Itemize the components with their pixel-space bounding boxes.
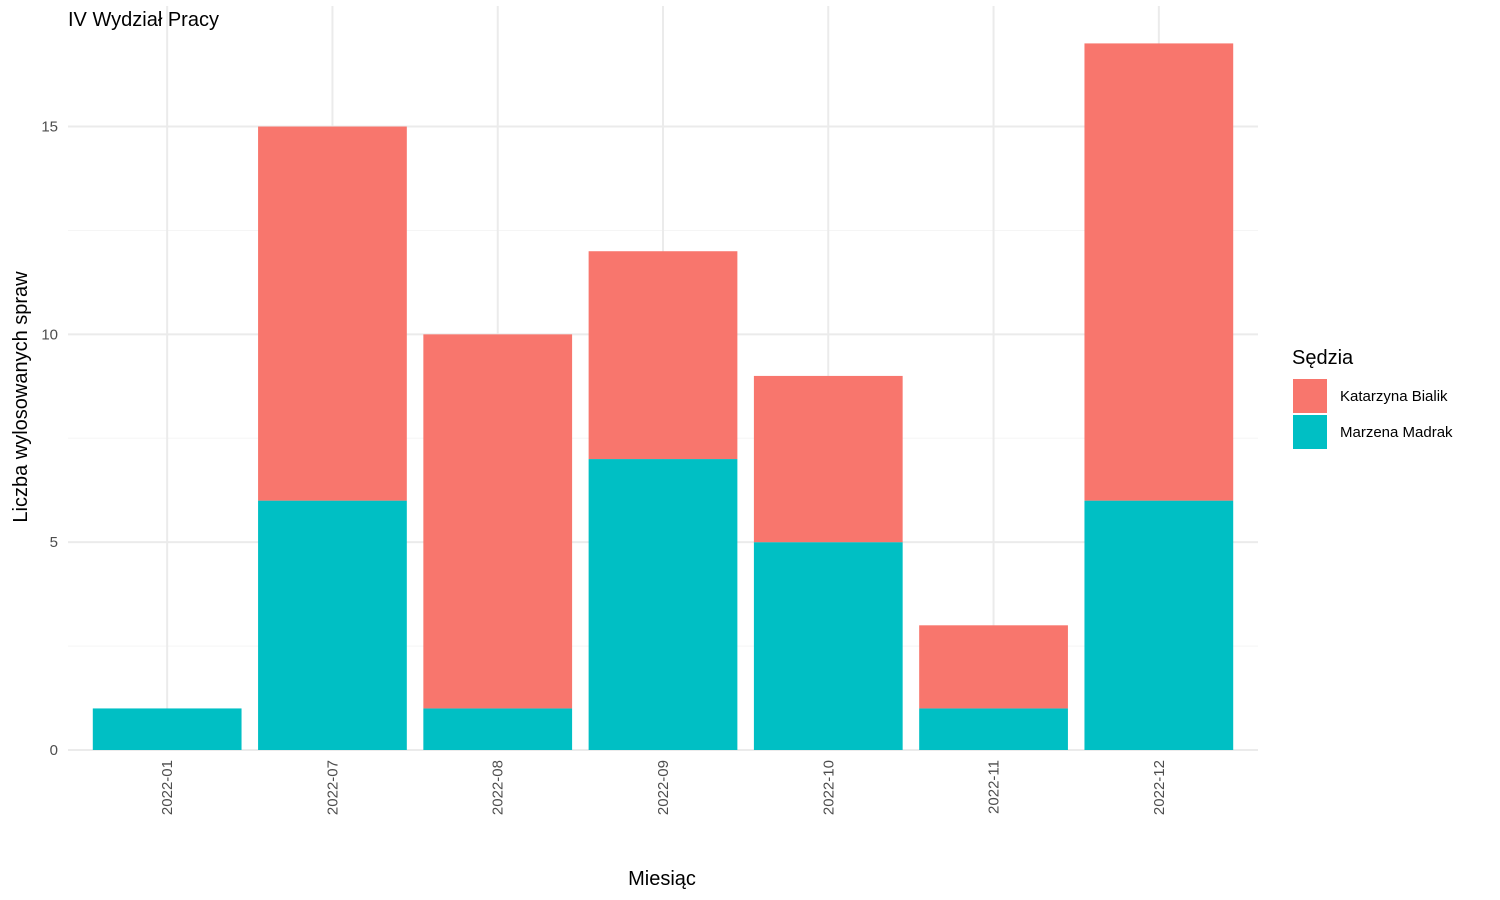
bar-segment-2022-01-0 [92,708,242,750]
legend-label: Katarzyna Bialik [1340,388,1448,405]
bars [92,43,1234,750]
legend-title: Sędzia [1292,347,1354,369]
x-tick-label: 2022-10 [820,760,837,815]
legend-label: Marzena Madrak [1340,424,1453,441]
x-tick-label: 2022-01 [159,760,176,815]
y-tick-label: 0 [50,742,58,759]
bar-segment-2022-12-1 [1084,43,1234,501]
chart-title: IV Wydział Pracy [68,9,219,31]
bar-segment-2022-09-1 [588,251,738,460]
legend-swatch [1293,415,1327,449]
bar-segment-2022-10-1 [753,375,903,543]
y-tick-label: 15 [41,119,58,136]
x-axis-title: Miesiąc [628,868,696,890]
x-tick-label: 2022-09 [655,760,672,815]
x-tick-label: 2022-12 [1151,760,1168,815]
x-tick-label: 2022-08 [490,760,507,815]
x-tick-label: 2022-07 [324,760,341,815]
bar-segment-2022-08-1 [423,334,573,709]
legend-swatch [1293,379,1327,413]
y-tick-label: 5 [50,534,58,551]
y-axis-ticks: 0 5 10 15 [41,119,58,759]
bar-segment-2022-07-0 [258,500,407,750]
y-tick-label: 10 [41,326,58,343]
bar-segment-2022-07-1 [258,126,407,501]
legend-items: Katarzyna Bialik Marzena Madrak [1293,379,1453,449]
bar-segment-2022-11-0 [919,708,1068,750]
y-axis-title: Liczba wylosowanych spraw [10,271,32,523]
bar-segment-2022-11-1 [919,625,1068,709]
bar-segment-2022-10-0 [753,542,903,750]
bar-segment-2022-08-0 [423,708,573,750]
bar-segment-2022-09-0 [588,459,738,750]
bar-segment-2022-12-0 [1084,500,1234,750]
legend: Sędzia Katarzyna Bialik Marzena Madrak [1292,347,1453,449]
x-tick-label: 2022-11 [986,760,1003,814]
x-axis-ticks: 2022-01 2022-07 2022-08 2022-09 2022-10 2022-… [159,760,1168,815]
